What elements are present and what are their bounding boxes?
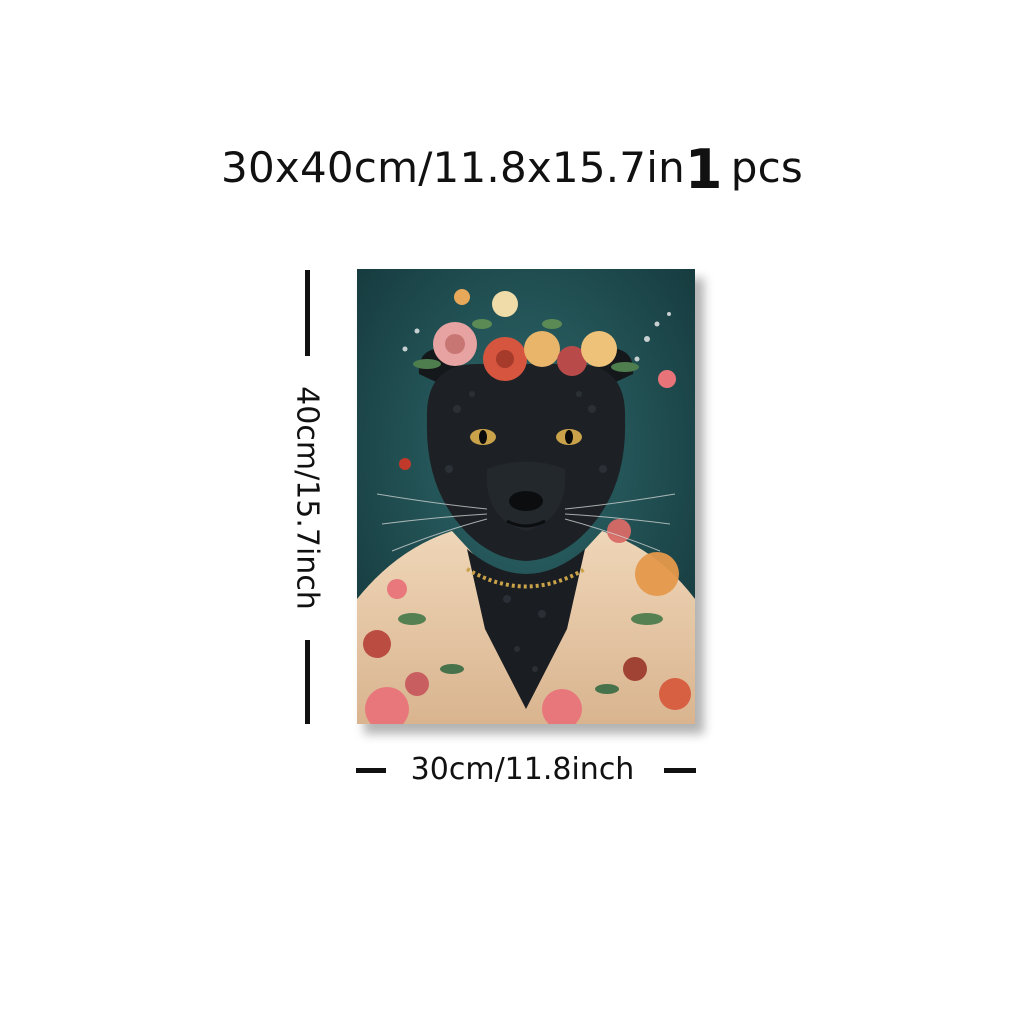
height-dimension-label: 40cm/15.7inch	[289, 386, 325, 610]
width-dimension-label: 30cm/11.8inch	[410, 752, 635, 787]
size-quantity-title: 30x40cm/11.8x15.7in1 pcs	[0, 138, 1024, 201]
width-dimension-bar-left	[356, 768, 386, 773]
canvas-print-image	[357, 269, 695, 724]
height-dimension-bar-top	[305, 270, 310, 356]
height-dimension-bar-bottom	[305, 640, 310, 724]
width-dimension-bar-right	[664, 768, 696, 773]
size-text: 30x40cm/11.8x15.7in	[221, 143, 685, 192]
quantity-number: 1	[684, 138, 723, 201]
quantity-unit: pcs	[730, 143, 803, 192]
